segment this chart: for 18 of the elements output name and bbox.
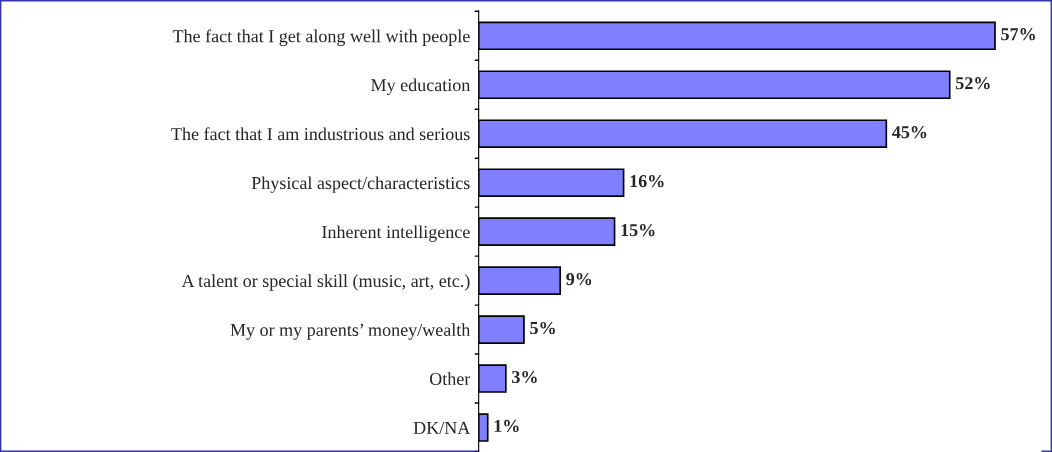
y-tick-label: A talent or special skill (music, art, etc.) <box>181 274 470 291</box>
data-label: 3% <box>512 370 537 384</box>
y-tick-label: My education <box>371 78 471 95</box>
data-label: 16% <box>630 175 664 188</box>
y-tick-label: Physical aspect/characteristics <box>251 176 470 193</box>
data-label: 45% <box>892 126 927 139</box>
data-label: 9% <box>566 272 592 286</box>
y-tick-label: The fact that I am industrious and serious <box>171 127 470 141</box>
data-label: 57% <box>1001 28 1035 41</box>
y-tick-label: DK/NA <box>413 421 471 434</box>
data-label: 52% <box>955 77 990 90</box>
y-tick-label: Inherent intelligence <box>322 225 470 242</box>
data-label: 5% <box>530 321 555 335</box>
y-tick-label: Other <box>429 372 471 385</box>
y-tick-label: My or my parents’ money/wealth <box>230 323 471 340</box>
y-tick-label: The fact that I get along well with people <box>172 29 470 47</box>
data-label: 1% <box>494 419 519 433</box>
data-label: 15% <box>621 223 655 237</box>
